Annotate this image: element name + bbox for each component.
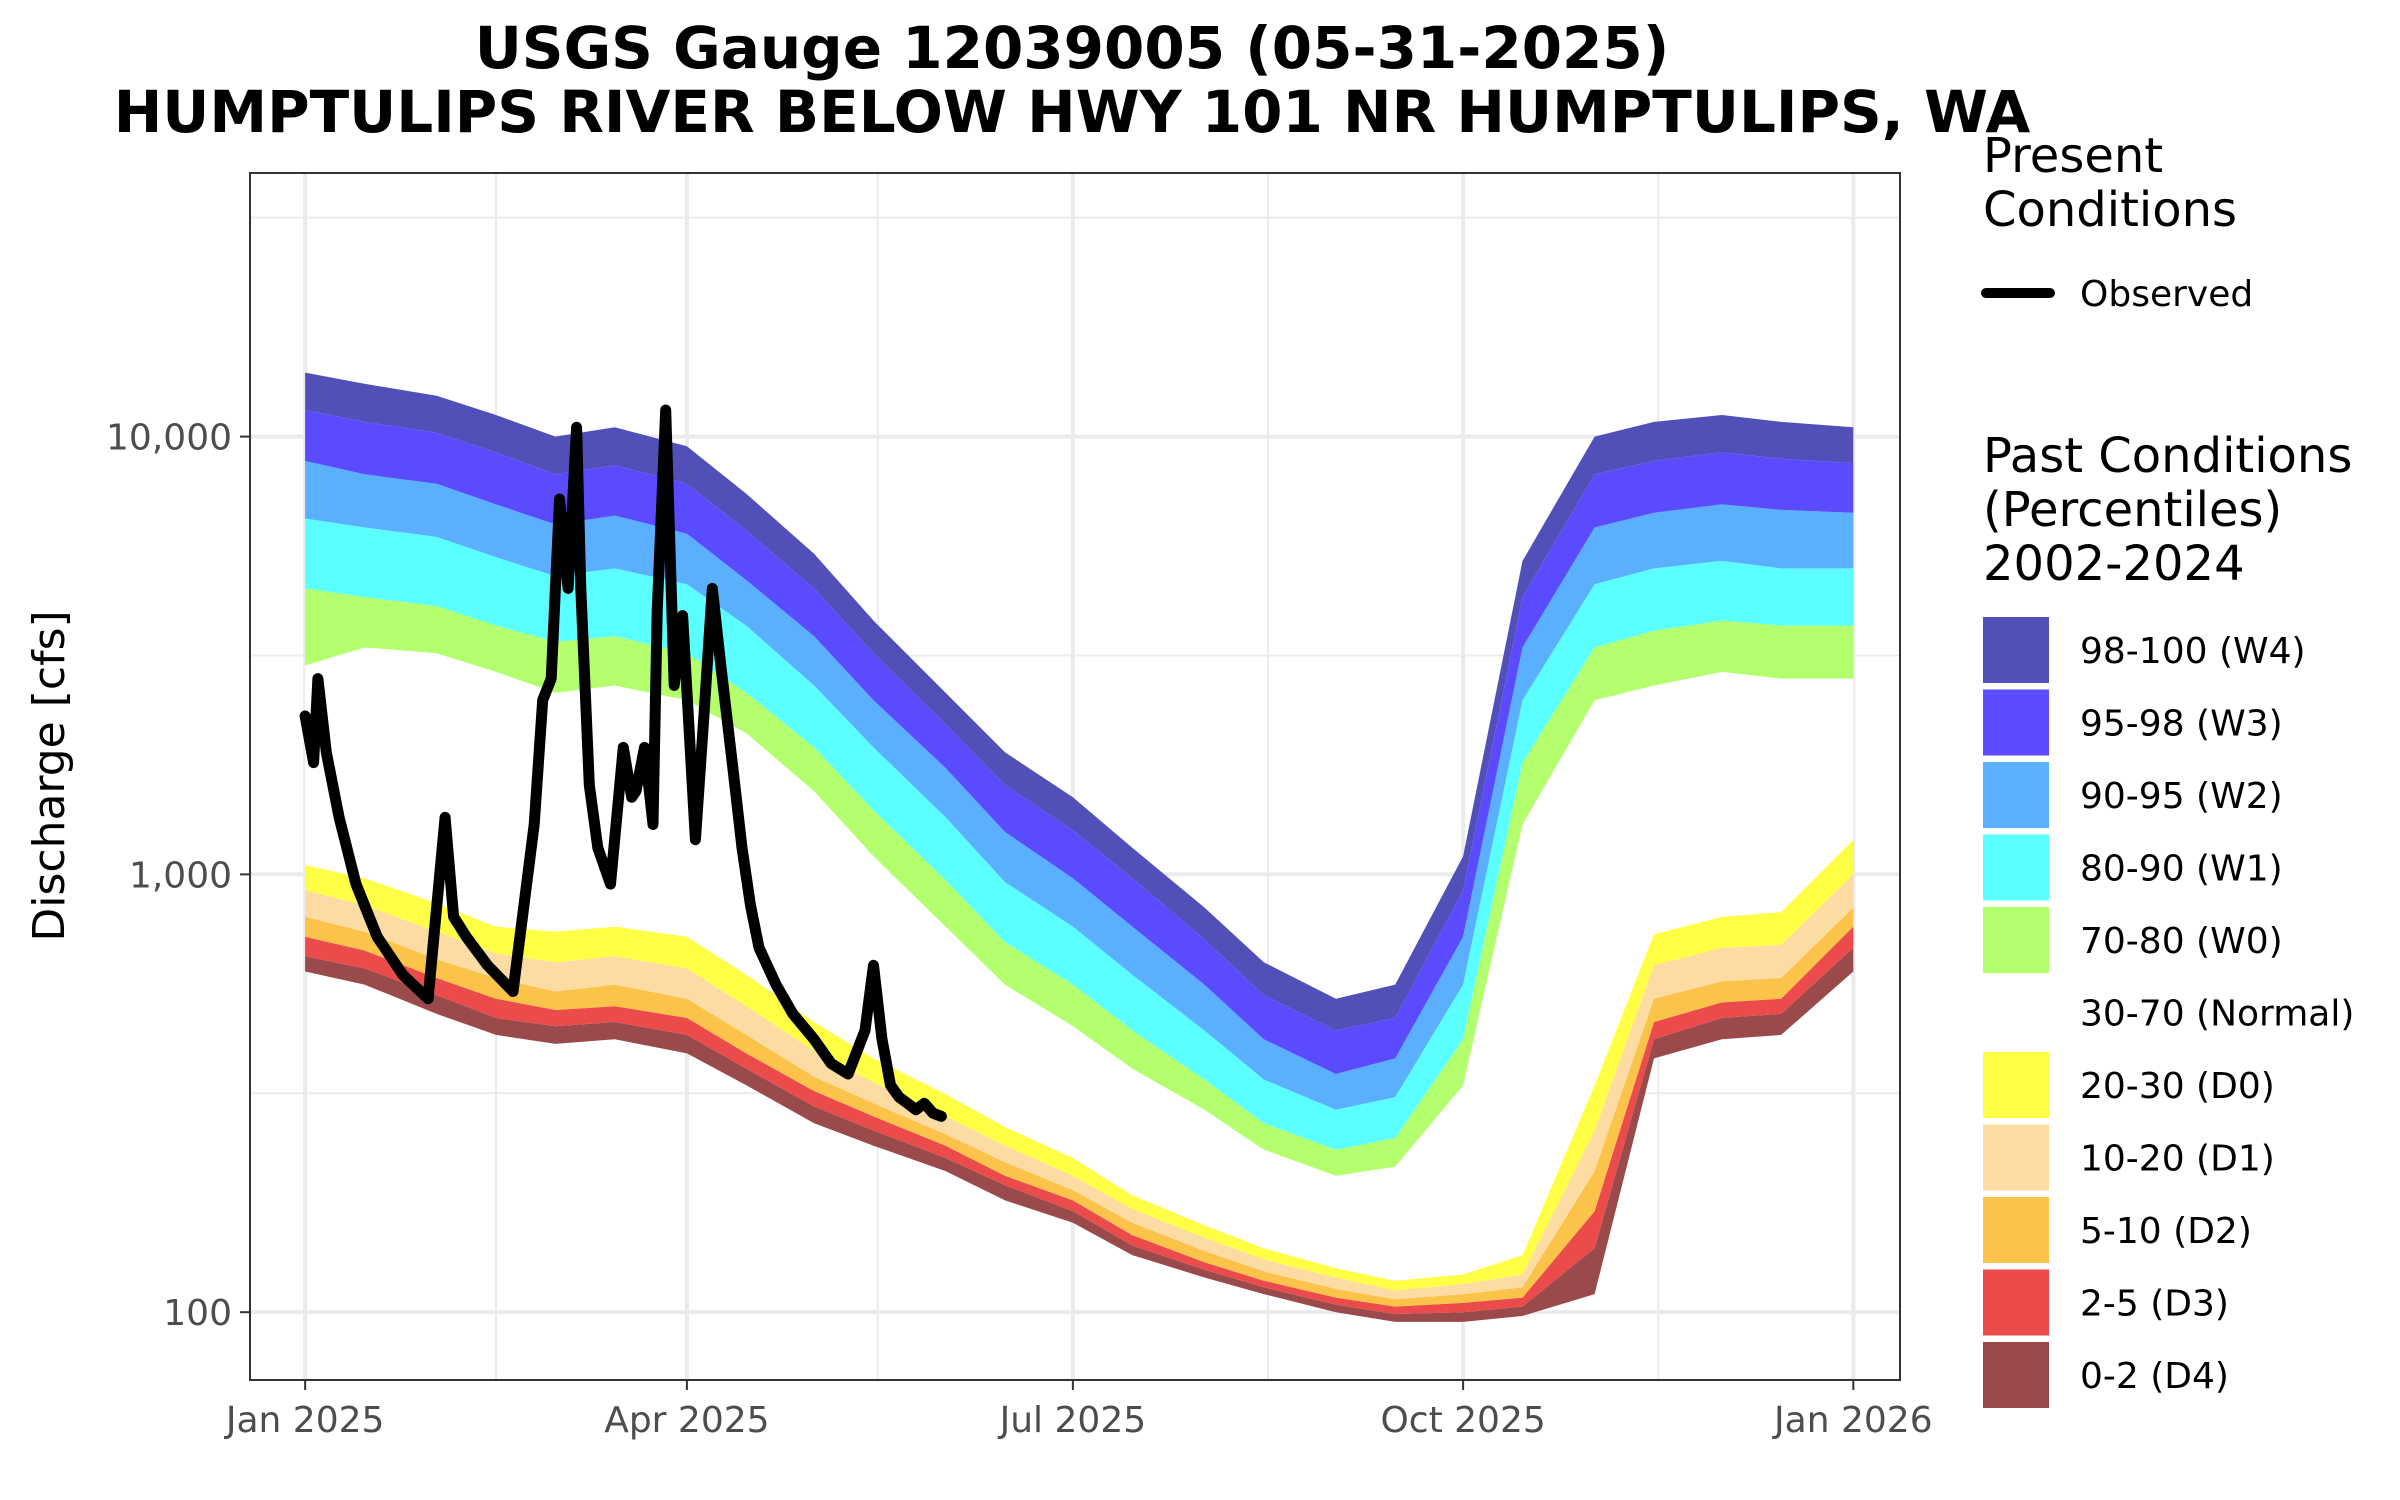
legend-item-label: 90-95 (W2) xyxy=(2080,776,2283,817)
legend-item-label: 30-70 (Normal) xyxy=(2080,994,2354,1035)
chart-title-line-1: USGS Gauge 12039005 (05-31-2025) xyxy=(475,14,1670,82)
y-tick-label: 100 xyxy=(163,1293,232,1334)
legend-item-label: 5-10 (D2) xyxy=(2080,1211,2252,1252)
legend-past-items: 98-100 (W4) 95-98 (W3) 90-95 (W2) 80-90 (W1… xyxy=(1983,617,2354,1408)
band-95-98-w3 xyxy=(305,410,1854,1074)
y-axis: 100 1,000 10,000 xyxy=(106,418,250,1334)
legend-present-conditions: Present Conditions Observed xyxy=(1981,128,2253,315)
band-2-5-d3 xyxy=(305,926,1854,1315)
y-tick-label: 1,000 xyxy=(129,855,232,896)
observed-line xyxy=(299,404,947,1122)
plot-panel xyxy=(249,172,1901,1381)
legend-past-title-line-2: (Percentiles) xyxy=(1983,482,2282,538)
chart-title-line-2: HUMPTULIPS RIVER BELOW HWY 101 NR HUMPTU… xyxy=(114,78,2031,146)
legend-swatch xyxy=(1983,979,2049,1046)
legend-item-label: 10-20 (D1) xyxy=(2080,1139,2275,1180)
band-70-80-w0 xyxy=(305,588,1854,1176)
legend-past-conditions: Past Conditions (Percentiles) 2002-2024 … xyxy=(1983,428,2354,1408)
legend-swatch xyxy=(1983,762,2049,828)
legend-item-label: 95-98 (W3) xyxy=(2080,704,2283,745)
x-tick-label: Jan 2026 xyxy=(1772,1400,1933,1441)
legend-past-title-line-1: Past Conditions xyxy=(1983,428,2352,484)
x-tick-label: Jul 2025 xyxy=(998,1400,1147,1441)
legend-present-title-line-1: Present xyxy=(1983,128,2163,184)
band-98-100-w4 xyxy=(305,372,1854,1031)
band-0-2-d4 xyxy=(305,947,1854,1322)
legend-swatch xyxy=(1983,1052,2049,1118)
band-10-20-d1 xyxy=(305,874,1854,1300)
legend-swatch xyxy=(1983,689,2049,756)
legend-swatch xyxy=(1983,834,2049,901)
band-90-95-w2 xyxy=(305,460,1854,1110)
plot-border xyxy=(249,172,1901,1381)
legend-item-label: 20-30 (D0) xyxy=(2080,1066,2275,1107)
legend-past-title-line-3: 2002-2024 xyxy=(1983,536,2245,592)
legend-item-label: 0-2 (D4) xyxy=(2080,1356,2229,1397)
x-tick-label: Apr 2025 xyxy=(604,1400,769,1441)
legend-swatch xyxy=(1983,1342,2049,1408)
legend-swatch xyxy=(1983,907,2049,973)
y-axis-title: Discharge [cfs] xyxy=(24,610,75,941)
legend-item-label: 2-5 (D3) xyxy=(2080,1284,2229,1325)
legend-present-title-line-2: Conditions xyxy=(1983,182,2237,238)
percentile-bands xyxy=(305,372,1854,1322)
legend-swatch xyxy=(1983,617,2049,683)
legend-swatch xyxy=(1983,1124,2049,1191)
band-20-30-d0 xyxy=(305,839,1854,1291)
legend-item-label: 80-90 (W1) xyxy=(2080,849,2283,890)
y-tick-label: 10,000 xyxy=(106,418,232,459)
x-axis: Jan 2025 Apr 2025 Jul 2025 Oct 2025 Jan 2026 xyxy=(224,1380,1933,1441)
legend-swatch xyxy=(1983,1197,2049,1263)
x-tick-label: Jan 2025 xyxy=(224,1400,385,1441)
band-80-90-w1 xyxy=(305,518,1854,1150)
legend-observed-label: Observed xyxy=(2080,274,2253,315)
observed-series xyxy=(299,404,947,1122)
legend-item-label: 70-80 (W0) xyxy=(2080,921,2283,962)
band-5-10-d2 xyxy=(305,907,1854,1307)
x-tick-label: Oct 2025 xyxy=(1380,1400,1545,1441)
legend-swatch xyxy=(1983,1269,2049,1336)
legend-item-label: 98-100 (W4) xyxy=(2080,631,2306,672)
